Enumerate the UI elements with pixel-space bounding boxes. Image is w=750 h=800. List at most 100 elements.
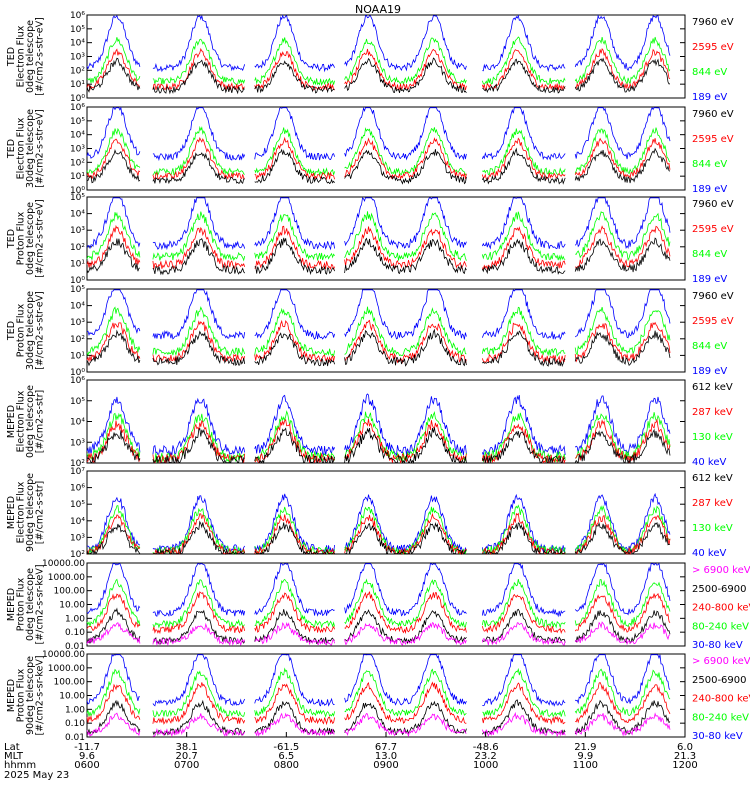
x-tick-hhmm: 0900 — [373, 760, 398, 771]
series-green — [87, 579, 685, 627]
legend-item: 2595 eV — [692, 316, 734, 327]
x-tick-lat: -48.6 — [473, 742, 499, 753]
y-tick-label: 10.00 — [59, 601, 85, 611]
legend-item: 40 keV — [692, 457, 726, 468]
x-tick-hhmm: 1200 — [672, 760, 697, 771]
legend-item: 287 keV — [692, 407, 733, 418]
y-tick-label: 0.01 — [65, 642, 85, 652]
y-tick-label: 10¹ — [70, 172, 85, 182]
y-label-line: 30deg telescope — [25, 291, 36, 370]
x-tick-mlt: 9.9 — [577, 751, 593, 762]
y-label-line: 30deg telescope — [25, 109, 36, 188]
x-row-label: MLT — [4, 751, 24, 762]
legend-item: 40 keV — [692, 548, 726, 559]
y-tick-label: 0.01 — [65, 733, 85, 743]
legend-item: > 6900 keV — [692, 656, 750, 667]
legend-item: 2595 eV — [692, 42, 734, 53]
y-tick-label: 10⁴ — [70, 39, 85, 49]
y-tick-label: 100.00 — [54, 587, 86, 597]
series-blue — [87, 198, 685, 249]
panel-7: 0.010.101.0010.00100.001000.0010000.00ME… — [6, 559, 750, 652]
x-tick-lat: 6.0 — [677, 742, 693, 753]
x-tick-lat: -61.5 — [273, 742, 299, 753]
y-tick-label: 10⁰ — [70, 94, 85, 104]
legend-item: 612 keV — [692, 382, 733, 393]
y-tick-label: 10¹ — [70, 80, 85, 90]
series-blue — [87, 394, 685, 456]
x-tick-mlt: 21.3 — [674, 751, 696, 762]
y-tick-label: 10³ — [70, 226, 85, 236]
x-date-label: 2025 May 23 — [4, 770, 69, 781]
x-row-label: Lat — [4, 742, 20, 753]
y-label-line: [#/cm2-s-str] — [35, 390, 46, 453]
y-tick-label: 0.10 — [65, 628, 85, 638]
y-label-line: [#/cm2-s-sr-keV] — [35, 655, 46, 735]
legend-item: 189 eV — [692, 184, 727, 195]
legend-item: 7960 eV — [692, 17, 734, 28]
legend-item: 30-80 keV — [692, 731, 743, 742]
x-tick-hhmm: 0800 — [274, 760, 299, 771]
x-tick-mlt: 23.2 — [475, 751, 497, 762]
y-tick-label: 10³ — [70, 53, 85, 63]
legend-item: 80-240 keV — [692, 621, 749, 632]
legend-item: 240-800 keV — [692, 603, 750, 614]
y-label-line: Electron Flux — [16, 25, 27, 87]
y-tick-label: 10⁷ — [70, 467, 85, 477]
y-label-line: Electron Flux — [16, 390, 27, 452]
x-tick-hhmm: 0700 — [174, 760, 199, 771]
y-label-line: MEPED — [6, 588, 17, 621]
x-tick-lat: -11.7 — [74, 742, 100, 753]
y-tick-label: 10⁵ — [70, 285, 85, 295]
series-black — [87, 149, 685, 184]
legend-item: 30-80 keV — [692, 640, 743, 651]
y-tick-label: 10² — [70, 243, 85, 253]
y-tick-label: 10² — [70, 66, 85, 76]
y-tick-label: 10² — [70, 550, 85, 560]
series-blue — [87, 564, 685, 617]
y-label-line: Electron Flux — [16, 117, 27, 179]
y-label-line: Proton Flux — [16, 577, 27, 631]
legend-item: 130 keV — [692, 523, 733, 534]
y-label-line: [#/cm2-s-sr-keV] — [35, 564, 46, 644]
series-black — [87, 238, 685, 274]
y-tick-label: 10⁰ — [70, 368, 85, 378]
y-tick-label: 10⁴ — [70, 418, 85, 428]
y-label-line: MEPED — [6, 405, 17, 438]
legend-item: 844 eV — [692, 159, 727, 170]
y-tick-label: 1.00 — [65, 614, 85, 624]
series-red — [87, 682, 685, 723]
panel-frame — [86, 562, 686, 647]
legend-item: 7960 eV — [692, 291, 734, 302]
legend-item: 2595 eV — [692, 134, 734, 145]
y-tick-label: 0.10 — [65, 719, 85, 729]
series-black — [87, 522, 685, 554]
y-tick-label: 10000.00 — [42, 559, 85, 569]
x-tick-mlt: 9.6 — [79, 751, 95, 762]
y-tick-label: 10² — [70, 158, 85, 168]
x-tick-mlt: 20.7 — [176, 751, 198, 762]
y-tick-label: 1.00 — [65, 705, 85, 715]
legend-item: 844 eV — [692, 341, 727, 352]
x-tick-lat: 38.1 — [176, 742, 198, 753]
x-tick-mlt: 13.0 — [375, 751, 397, 762]
series-green — [87, 37, 685, 85]
y-tick-label: 10⁵ — [70, 397, 85, 407]
y-tick-label: 10⁵ — [70, 193, 85, 203]
y-tick-label: 10¹ — [70, 259, 85, 269]
legend-item: 844 eV — [692, 249, 727, 260]
y-tick-label: 10⁴ — [70, 131, 85, 141]
y-tick-label: 10³ — [70, 145, 85, 155]
x-tick-lat: 21.9 — [574, 742, 596, 753]
legend-item: 189 eV — [692, 92, 727, 103]
legend-item: 2595 eV — [692, 224, 734, 235]
